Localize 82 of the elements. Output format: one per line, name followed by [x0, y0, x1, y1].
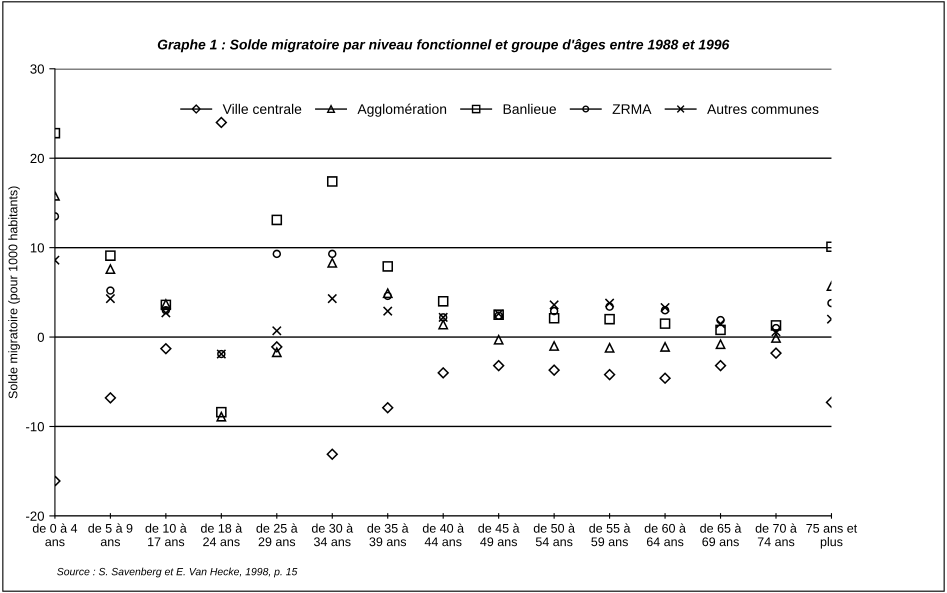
source-note: Source : S. Savenberg et E. Van Hecke, 1998, p. 15 — [57, 568, 298, 578]
point — [162, 306, 170, 314]
y-tick-label: 20 — [30, 154, 44, 164]
point — [548, 364, 560, 376]
point — [604, 314, 615, 324]
point — [272, 250, 282, 258]
point — [382, 402, 394, 414]
point — [106, 286, 115, 295]
x-tick-label: de 25 à 29 ans — [256, 523, 298, 546]
point — [216, 412, 226, 422]
point — [548, 313, 560, 324]
point — [216, 116, 228, 128]
point — [492, 360, 504, 372]
point — [659, 372, 671, 384]
point — [382, 261, 394, 272]
point — [716, 316, 725, 324]
x-tick-label: de 60 à 64 ans — [644, 523, 686, 546]
point — [770, 347, 782, 359]
point — [549, 300, 560, 310]
point — [494, 334, 504, 345]
y-tick-label: 0 — [38, 332, 44, 342]
point — [327, 294, 338, 304]
point — [105, 250, 116, 261]
point — [770, 320, 782, 331]
x-tick-label: de 35 à 39 ans — [367, 523, 409, 546]
x-tick-label: de 30 à 34 ans — [312, 523, 354, 546]
point — [382, 288, 393, 298]
x-tick-label: de 70 à 74 ans — [756, 523, 797, 546]
legend-label: Autres communes — [707, 104, 818, 114]
point — [326, 176, 338, 187]
x-tick-label: de 55 à 59 ans — [589, 523, 630, 546]
point — [550, 306, 558, 316]
point — [272, 326, 282, 336]
point — [605, 302, 614, 311]
point — [272, 347, 282, 358]
point — [438, 296, 448, 307]
y-tick-label: -10 — [26, 422, 44, 432]
point — [271, 341, 282, 353]
point — [771, 333, 781, 343]
point — [604, 368, 616, 380]
legend-label: Ville centrale — [222, 104, 302, 114]
y-axis-title: Solde migratoire (pour 1000 habitants) — [8, 186, 20, 398]
point — [714, 360, 726, 372]
point — [105, 264, 116, 274]
point — [383, 292, 392, 300]
point — [716, 339, 726, 350]
legend-label: Agglomération — [357, 104, 446, 117]
x-tick-label: de 18 à 24 ans — [201, 523, 242, 546]
point — [382, 306, 393, 316]
point — [660, 318, 670, 329]
x-tick-label: de 5 à 9 ans — [88, 523, 132, 546]
x-tick-label: 75 ans et plus — [806, 524, 858, 549]
point — [715, 324, 726, 336]
point — [326, 448, 338, 460]
point — [604, 342, 615, 353]
y-tick-label: -20 — [26, 511, 44, 521]
point — [104, 392, 116, 404]
point — [328, 250, 336, 258]
legend-label: ZRMA — [612, 104, 652, 114]
point — [216, 406, 227, 418]
x-tick-label: de 65 à 69 ans — [700, 523, 742, 546]
x-tick-label: de 10 à 17 ans — [146, 523, 187, 546]
point — [660, 306, 670, 314]
point — [160, 343, 172, 354]
y-tick-label: 30 — [30, 64, 44, 74]
point — [438, 320, 448, 330]
chart-title: Graphe 1 : Solde migratoire par niveau fonctionnel et groupe d'âges entre 1988 et 1996 — [158, 38, 730, 52]
legend-label: Banlieue — [504, 104, 556, 114]
x-tick-label: de 45 à 49 ans — [478, 523, 520, 546]
point — [105, 294, 116, 304]
point — [549, 341, 560, 351]
y-tick-label: 10 — [30, 243, 44, 253]
point — [660, 302, 670, 312]
point — [772, 324, 780, 332]
point — [604, 298, 615, 308]
point — [272, 214, 282, 226]
point — [438, 367, 449, 379]
x-tick-label: de 0 à 4 ans — [32, 523, 78, 546]
x-tick-label: de 40 à 44 ans — [422, 523, 464, 546]
point — [327, 258, 338, 268]
point — [660, 342, 670, 352]
x-tick-label: de 50 à 54 ans — [534, 523, 575, 546]
